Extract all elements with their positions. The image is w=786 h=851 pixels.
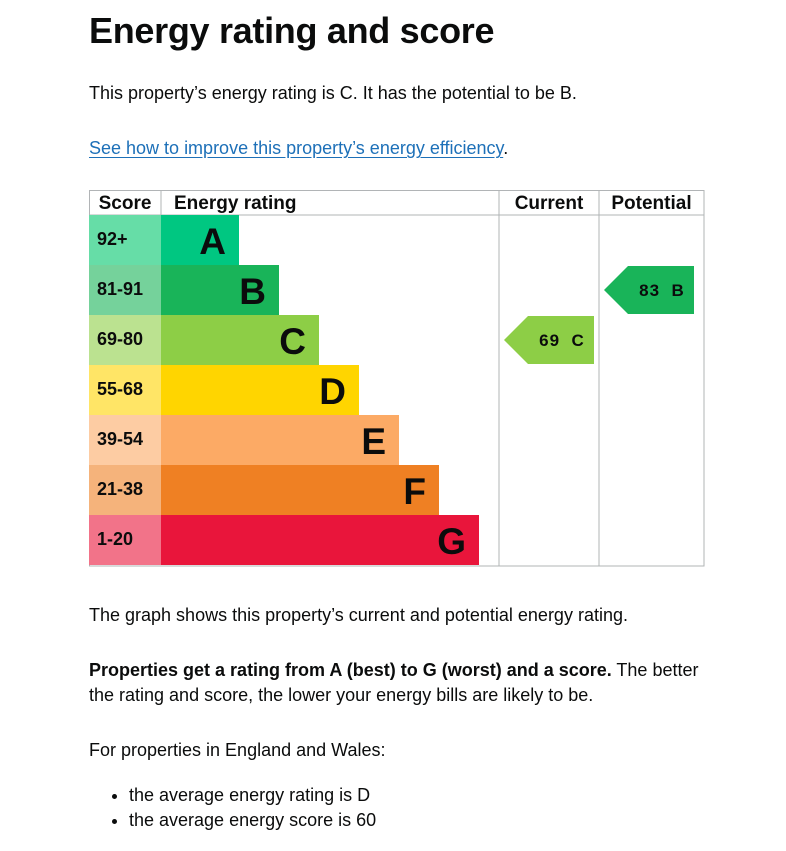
band-f-bar [161, 465, 439, 515]
potential-rating-label: 83 B [639, 281, 685, 300]
band-g-score-label: 1-20 [97, 529, 133, 549]
band-d-score-cell [89, 365, 161, 415]
band-d-score-label: 55-68 [97, 379, 143, 399]
band-b-bar [161, 265, 279, 315]
band-g-score-cell [89, 515, 161, 565]
band-a-bar [161, 215, 239, 265]
score-column-header: Score [99, 193, 152, 214]
band-g-letter: G [437, 521, 466, 562]
band-c-letter: C [279, 321, 306, 362]
band-f-letter: F [403, 471, 426, 512]
band-f-score-label: 21-38 [97, 479, 143, 499]
band-f-score-cell [89, 465, 161, 515]
current-rating-label: 69 C [539, 331, 585, 350]
band-b-score-cell [89, 265, 161, 315]
graph-note: The graph shows this property’s current … [89, 605, 628, 625]
current-rating-arrow [504, 316, 594, 364]
potential-rating-arrow [604, 266, 694, 314]
band-e-letter: E [361, 421, 386, 462]
current-column-header: Current [515, 193, 584, 214]
rating-explanation: Properties get a rating from A (best) to… [89, 658, 709, 708]
improve-paragraph: See how to improve this property’s energ… [89, 136, 508, 161]
average-score-item: the average energy score is 60 [129, 808, 376, 833]
band-d-letter: D [319, 371, 346, 412]
band-e-score-cell [89, 415, 161, 465]
potential-column-header: Potential [611, 193, 691, 214]
page-title: Energy rating and score [89, 10, 495, 51]
energy-rating-column-header: Energy rating [174, 193, 296, 214]
band-d-bar [161, 365, 359, 415]
band-a-letter: A [199, 221, 226, 262]
average-rating-item: the average energy rating is D [129, 783, 376, 808]
improve-efficiency-link[interactable]: See how to improve this property’s energ… [89, 138, 504, 158]
rating-explanation-bold: Properties get a rating from A (best) to… [89, 660, 612, 680]
england-wales-intro: For properties in England and Wales: [89, 740, 386, 760]
energy-rating-chart: Score Energy rating Current Potential 92+ A 81… [89, 190, 705, 567]
band-b-score-label: 81-91 [97, 279, 143, 299]
band-a-score-label: 92+ [97, 229, 128, 249]
band-c-score-label: 69-80 [97, 329, 143, 349]
band-e-score-label: 39-54 [97, 429, 143, 449]
band-e-bar [161, 415, 399, 465]
rating-explanation-rest: The better the rating and score, the low… [89, 660, 699, 705]
band-a-score-cell [89, 215, 161, 265]
band-b-letter: B [239, 271, 266, 312]
link-suffix: . [503, 138, 509, 158]
rating-summary: This property’s energy rating is C. It h… [89, 83, 577, 103]
averages-list: the average energy rating is D the avera… [89, 783, 376, 833]
band-c-score-cell [89, 315, 161, 365]
band-c-bar [161, 315, 319, 365]
band-g-bar [161, 515, 479, 565]
